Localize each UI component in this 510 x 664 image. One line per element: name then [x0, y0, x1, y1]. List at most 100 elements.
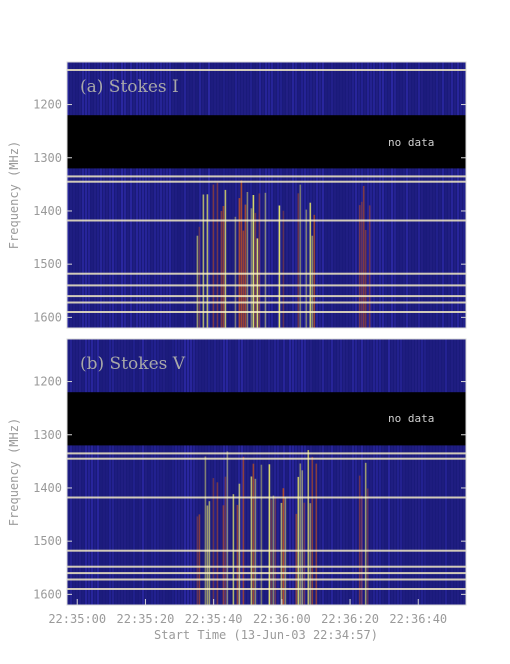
burst-stripe: [264, 192, 267, 328]
noise-column: [106, 62, 108, 328]
noise-column: [292, 339, 294, 605]
noise-column: [172, 62, 174, 328]
noise-column: [250, 339, 252, 605]
noise-column: [112, 62, 114, 328]
noise-column: [343, 339, 345, 605]
noise-column: [340, 339, 342, 605]
noise-column: [376, 62, 378, 328]
noise-column: [103, 62, 105, 328]
y-tick-label: 1400: [33, 481, 62, 495]
noise-column: [367, 62, 369, 328]
burst-stripe: [212, 184, 215, 328]
noise-column: [286, 339, 288, 605]
stokes-v-y-axis-title: Frequency (MHz): [7, 418, 21, 526]
noise-column: [94, 62, 96, 328]
burst-stripe: [240, 180, 243, 328]
bright-channel: [67, 452, 466, 455]
noise-column: [262, 62, 264, 328]
stokes-v-plot-frame: [66, 338, 467, 606]
noise-column: [331, 62, 333, 328]
noise-column: [304, 62, 306, 328]
noise-column: [409, 339, 411, 605]
noise-column: [424, 62, 426, 328]
noise-column: [394, 62, 396, 328]
burst-stripe: [299, 184, 302, 328]
noise-column: [169, 62, 171, 328]
burst-stripe: [254, 212, 257, 328]
burst-stripe: [366, 488, 369, 605]
noise-column: [385, 339, 387, 605]
noise-column: [70, 339, 72, 605]
noise-column: [391, 62, 393, 328]
noise-column: [244, 62, 246, 328]
noise-column: [133, 339, 135, 605]
noise-column: [247, 339, 249, 605]
noise-column: [463, 339, 465, 605]
noise-column: [394, 339, 396, 605]
burst-stripe: [362, 185, 365, 328]
noise-column: [451, 62, 453, 328]
noise-column: [316, 62, 318, 328]
noise-column: [364, 62, 366, 328]
noise-column: [214, 62, 216, 328]
noise-column: [250, 62, 252, 328]
noise-column: [403, 62, 405, 328]
burst-stripe: [282, 488, 285, 605]
noise-column: [433, 339, 435, 605]
noise-column: [100, 339, 102, 605]
noise-column: [103, 339, 105, 605]
noise-column: [346, 339, 348, 605]
burst-stripe: [309, 202, 312, 328]
x-axis-title: Start Time (13-Jun-03 22:34:57): [154, 628, 378, 642]
burst-stripe: [222, 505, 225, 605]
noise-column: [460, 339, 462, 605]
noise-column: [124, 62, 126, 328]
noise-column: [247, 62, 249, 328]
burst-stripe: [242, 456, 245, 605]
noise-column: [154, 339, 156, 605]
noise-column: [400, 62, 402, 328]
noise-column: [334, 339, 336, 605]
burst-stripe: [258, 193, 261, 328]
noise-column: [157, 339, 159, 605]
noise-column: [328, 62, 330, 328]
noise-column: [265, 62, 267, 328]
noise-column: [445, 339, 447, 605]
time-x-axis: 22:35:00 22:35:20 22:35:40 22:36:00 22:36:20…: [48, 599, 447, 626]
noise-column: [280, 339, 282, 605]
noise-column: [451, 339, 453, 605]
noise-column: [199, 339, 201, 605]
burst-stripe: [358, 205, 361, 328]
bright-channel: [67, 175, 466, 178]
stokes-i-panel-title: (a) Stokes I: [80, 77, 179, 97]
noise-column: [349, 339, 351, 605]
noise-column: [424, 339, 426, 605]
noise-column: [310, 339, 312, 605]
y-tick-label: 1300: [33, 151, 62, 165]
noise-column: [256, 339, 258, 605]
burst-stripe: [222, 206, 225, 328]
panel-stokes-v: (b) Stokes V no data 1200 1300 1400 1500 160…: [7, 338, 467, 606]
noise-column: [220, 339, 222, 605]
noise-column: [94, 339, 96, 605]
stokes-i-y-axis: 1200 1300 1400 1500 1600: [33, 98, 466, 324]
noise-column: [286, 62, 288, 328]
noise-column: [448, 339, 450, 605]
noise-column: [196, 339, 198, 605]
noise-column: [460, 62, 462, 328]
no-data-rect: [67, 392, 466, 446]
stokes-v-no-data-band: [67, 392, 466, 446]
noise-column: [76, 62, 78, 328]
noise-column: [283, 62, 285, 328]
noise-column: [343, 62, 345, 328]
noise-column: [124, 339, 126, 605]
noise-column: [313, 339, 315, 605]
noise-column: [190, 339, 192, 605]
burst-stripe: [358, 475, 361, 605]
noise-column: [130, 62, 132, 328]
bright-channel: [67, 69, 466, 71]
noise-column: [229, 339, 231, 605]
burst-stripe: [301, 470, 304, 605]
noise-column: [226, 339, 228, 605]
noise-column: [193, 62, 195, 328]
